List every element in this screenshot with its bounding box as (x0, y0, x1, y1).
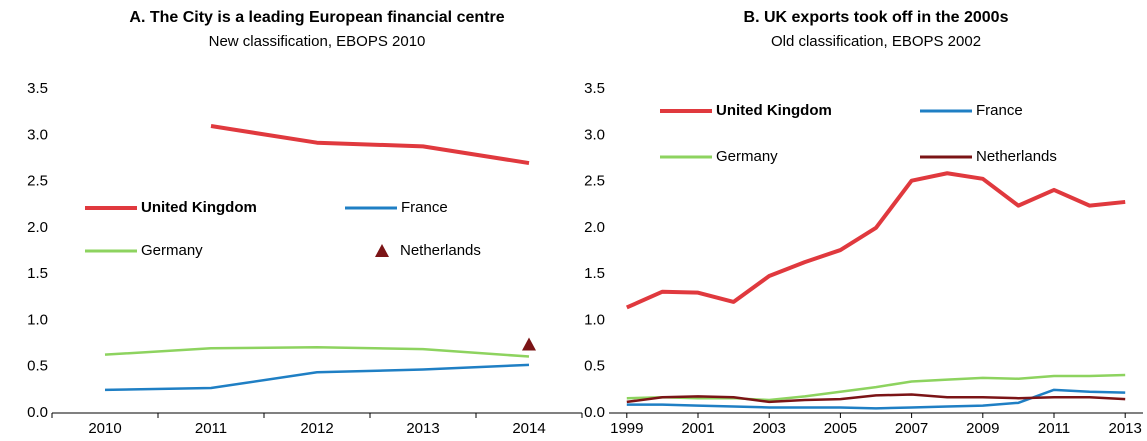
y-tick-label: 0.0 (584, 404, 605, 421)
y-tick-label: 2.0 (584, 219, 605, 236)
y-tick-label: 2.5 (27, 173, 48, 190)
x-tick-label: 2009 (966, 420, 999, 437)
legend-label: United Kingdom (141, 199, 257, 216)
chart-subtitle: Old classification, EBOPS 2002 (771, 33, 981, 50)
y-tick-label: 1.0 (584, 311, 605, 328)
legend-label: United Kingdom (716, 102, 832, 119)
x-tick-label: 2011 (1038, 420, 1070, 437)
y-tick-label: 0.5 (584, 358, 605, 375)
y-tick-label: 1.5 (27, 265, 48, 282)
legend-label: France (976, 102, 1023, 119)
y-tick-label: 0.5 (27, 358, 48, 375)
x-tick-label: 2013 (1109, 420, 1142, 437)
x-tick-label: 2010 (88, 420, 121, 437)
y-tick-label: 3.5 (584, 80, 605, 97)
x-tick-label: 2005 (824, 420, 857, 437)
legend-label: Germany (716, 148, 778, 165)
legend-label: Germany (141, 242, 203, 259)
y-tick-label: 0.0 (27, 404, 48, 421)
series-line (210, 124, 530, 166)
series-line (626, 388, 1126, 410)
legend-label: Netherlands (976, 148, 1057, 165)
legend-label: Netherlands (400, 242, 481, 259)
y-tick-label: 2.5 (584, 173, 605, 190)
x-tick-label: 2011 (195, 420, 227, 437)
series-line (625, 171, 1126, 310)
y-tick-label: 1.0 (27, 311, 48, 328)
series-line (626, 393, 1126, 404)
x-tick-label: 1999 (610, 420, 643, 437)
y-tick-label: 3.0 (27, 126, 48, 143)
x-tick-label: 2013 (406, 420, 439, 437)
series-line (626, 373, 1126, 402)
x-tick-label: 2012 (300, 420, 333, 437)
y-tick-label: 3.5 (27, 80, 48, 97)
legend-label: France (401, 199, 448, 216)
chart-subtitle: New classification, EBOPS 2010 (209, 33, 426, 50)
x-tick-label: 2003 (753, 420, 786, 437)
data-marker (522, 337, 536, 351)
x-tick-label: 2007 (895, 420, 928, 437)
y-tick-label: 3.0 (584, 126, 605, 143)
y-tick-label: 1.5 (584, 265, 605, 282)
series-line (104, 346, 530, 358)
chart-title: A. The City is a leading European financ… (129, 9, 504, 26)
series-line (104, 363, 530, 392)
x-tick-label: 2001 (681, 420, 714, 437)
chart-title: B. UK exports took off in the 2000s (744, 9, 1009, 26)
y-tick-label: 2.0 (27, 219, 48, 236)
x-tick-label: 2014 (512, 420, 545, 437)
legend-swatch (375, 244, 389, 257)
